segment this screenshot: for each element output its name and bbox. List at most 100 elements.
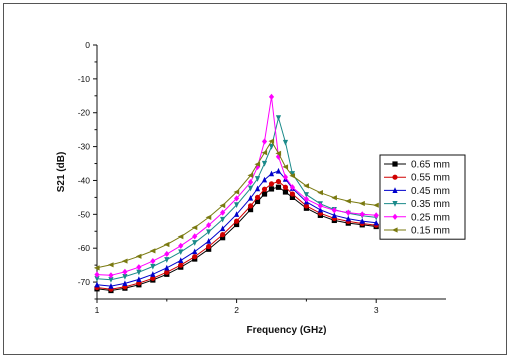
data-point: [261, 150, 268, 156]
data-point: [93, 265, 100, 271]
data-point: [303, 183, 309, 189]
legend: 0.65 mm 0.55 mm 0.45 mm 0.35 mm 0.25 mm 0.15 …: [379, 154, 466, 240]
data-point: [268, 93, 275, 100]
data-point: [220, 225, 226, 232]
data-point: [275, 178, 282, 185]
data-point: [261, 186, 268, 192]
data-point: [122, 280, 128, 287]
data-point: [149, 248, 156, 254]
data-point: [275, 115, 282, 121]
data-point: [192, 233, 198, 240]
legend-marker: [392, 187, 398, 193]
data-point: [254, 163, 261, 171]
data-point: [136, 269, 142, 276]
legend-item: 0.45 mm: [384, 186, 450, 197]
data-point: [164, 269, 170, 275]
data-point: [303, 192, 309, 198]
data-point: [289, 184, 296, 191]
chart-frame: [3, 3, 507, 355]
legend-label: 0.35 mm: [411, 199, 450, 210]
data-point: [261, 191, 268, 197]
data-point: [107, 262, 114, 268]
y-tick-label: -70: [78, 277, 91, 287]
legend-label: 0.15 mm: [411, 226, 450, 237]
legend-label: 0.25 mm: [411, 212, 450, 223]
x-tick-label: 2: [234, 305, 239, 315]
data-point: [94, 276, 100, 282]
data-point: [121, 258, 128, 264]
data-point: [359, 218, 365, 224]
data-point: [373, 202, 379, 208]
y-tick-label: -30: [78, 142, 91, 152]
data-point: [282, 189, 289, 195]
y-tick-label: 0: [85, 40, 90, 50]
y-tick-label: -40: [78, 175, 91, 185]
x-tick-label: 1: [95, 305, 100, 315]
data-point: [345, 215, 351, 222]
data-point: [150, 275, 156, 281]
data-point: [268, 144, 275, 150]
data-point: [178, 257, 184, 263]
data-point: [192, 248, 198, 255]
data-point: [331, 212, 337, 218]
legend-marker: [391, 227, 398, 233]
legend-item: 0.15 mm: [384, 226, 450, 237]
data-point: [192, 240, 198, 246]
data-point: [317, 190, 323, 196]
series-line: [96, 115, 377, 281]
legend-marker: [392, 161, 398, 167]
data-point: [247, 179, 254, 186]
data-point: [206, 237, 212, 244]
data-point: [177, 234, 184, 240]
y-tick-label: -10: [78, 74, 91, 84]
data-point: [220, 216, 226, 223]
data-point: [268, 181, 275, 187]
data-point: [135, 253, 142, 259]
data-point: [178, 262, 184, 268]
data-point: [191, 224, 198, 231]
data-point: [289, 171, 296, 177]
series-line: [96, 96, 377, 276]
y-tick-label: -50: [78, 209, 91, 219]
data-point: [261, 176, 268, 183]
data-point: [254, 194, 261, 200]
data-point: [261, 160, 268, 167]
data-point: [282, 164, 289, 170]
data-point: [178, 242, 184, 249]
data-point: [282, 184, 289, 190]
data-point: [219, 202, 226, 209]
data-point: [247, 172, 254, 178]
legend-marker: [392, 213, 398, 220]
data-point: [150, 263, 156, 270]
data-point: [233, 189, 240, 195]
data-point: [234, 221, 240, 228]
data-point: [122, 274, 128, 280]
x-axis-label: Frequency (GHz): [246, 325, 326, 336]
data-point: [289, 191, 296, 197]
data-point: [164, 264, 170, 271]
data-point: [150, 271, 156, 277]
data-point: [220, 232, 226, 238]
data-point: [345, 198, 351, 204]
data-point: [136, 264, 142, 271]
data-point: [345, 209, 351, 216]
data-point: [178, 249, 184, 256]
legend-item: 0.35 mm: [384, 199, 450, 210]
data-point: [373, 212, 379, 219]
data-point: [150, 257, 156, 265]
data-point: [261, 138, 268, 145]
legend-label: 0.55 mm: [411, 173, 450, 184]
data-point: [289, 194, 296, 200]
legend-marker: [392, 201, 398, 207]
data-point: [94, 281, 100, 288]
data-point: [234, 218, 240, 224]
y-axis-label: S21 (dB): [56, 152, 67, 193]
y-tick-label: -60: [78, 243, 91, 253]
data-point: [268, 186, 275, 192]
data-point: [220, 209, 226, 216]
data-point: [234, 211, 240, 217]
data-point: [254, 198, 261, 205]
data-point: [220, 235, 226, 241]
data-point: [206, 229, 212, 236]
